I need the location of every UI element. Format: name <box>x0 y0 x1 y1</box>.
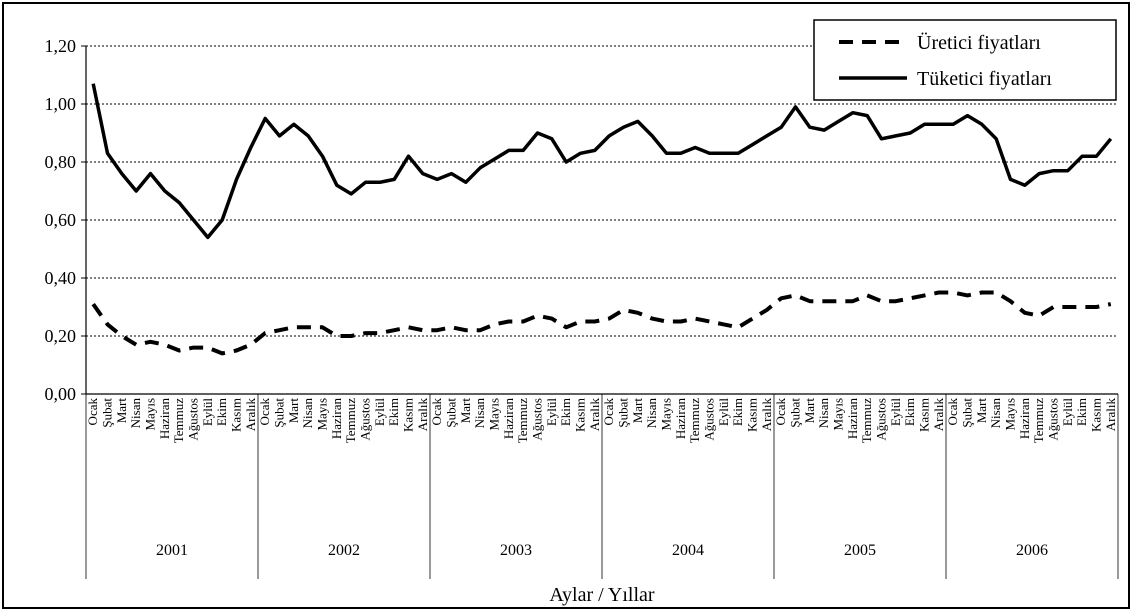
x-tick-label: Ekim <box>1074 398 1089 426</box>
x-tick-label: Mart <box>974 398 989 424</box>
y-tick-label: 0,20 <box>45 326 77 346</box>
year-labels: 2001 2002 2003 2004 2005 2006 <box>85 394 1119 579</box>
x-tick-label: Mart <box>458 398 473 424</box>
x-tick-label: Temmuz <box>687 398 702 444</box>
x-tick-label: Kasım <box>917 398 932 432</box>
x-tick-label: Ocak <box>85 398 100 426</box>
y-tick-label: 1,00 <box>45 94 77 114</box>
legend: Üretici fiyatları Tüketici fiyatları <box>813 19 1117 101</box>
x-tick-label: Ağustos <box>530 398 545 441</box>
x-tick-label: Şubat <box>960 398 975 428</box>
y-tick-label: 0,60 <box>45 210 77 230</box>
series-lines <box>91 83 1113 356</box>
year-label: 2005 <box>844 542 876 559</box>
x-tick-label: Haziran <box>673 398 688 440</box>
x-tick-label: Şubat <box>444 398 459 428</box>
x-tick-label: Temmuz <box>1031 398 1046 444</box>
year-label: 2004 <box>672 542 704 559</box>
x-tick-label: Nisan <box>644 398 659 429</box>
x-tick-label: Mart <box>286 398 301 424</box>
x-tick-label: Aralık <box>759 398 774 432</box>
x-tick-label: Mayıs <box>659 398 674 431</box>
x-tick-label: Nisan <box>816 398 831 429</box>
x-tick-label: Nisan <box>128 398 143 429</box>
x-tick-label: Ağustos <box>1046 398 1061 441</box>
x-tick-label: Ağustos <box>186 398 201 441</box>
x-tick-label: Aralık <box>931 398 946 432</box>
x-tick-label: Ocak <box>257 398 272 426</box>
x-tick-label: Eylül <box>544 398 559 427</box>
x-tick-label: Nisan <box>300 398 315 429</box>
x-tick-label: Kasım <box>573 398 588 432</box>
x-tick-label: Ekim <box>558 398 573 426</box>
x-tick-label: Haziran <box>845 398 860 440</box>
year-label: 2002 <box>328 542 360 559</box>
x-tick-label: Haziran <box>501 398 516 440</box>
x-axis-ticks: Ocak Şubat Mart Nisan Mayıs Haziran Temmuz Ağus… <box>85 398 1118 444</box>
x-tick-label: Ocak <box>601 398 616 426</box>
x-tick-label: Nisan <box>988 398 1003 429</box>
x-tick-label: Şubat <box>788 398 803 428</box>
y-axis-ticks: 0,00 0,20 0,40 0,60 0,80 1,00 1,20 <box>45 36 86 404</box>
x-tick-label: Kasım <box>401 398 416 432</box>
x-tick-label: Ağustos <box>874 398 889 441</box>
x-axis-title: Aylar / Yıllar <box>549 584 655 606</box>
x-tick-label: Ekim <box>902 398 917 426</box>
x-tick-label: Ağustos <box>702 398 717 441</box>
x-tick-label: Eylül <box>888 398 903 427</box>
line-chart: 0,000,200,400,600,801,001,20 Ocak Şubat Ma… <box>45 19 1119 606</box>
legend-label-producer: Üretici fiyatları <box>917 31 1041 54</box>
x-tick-label: Mayıs <box>831 398 846 431</box>
x-tick-label: Şubat <box>272 398 287 428</box>
x-tick-label: Aralık <box>1103 398 1118 432</box>
x-tick-label: Mart <box>802 398 817 424</box>
x-tick-label: Eylül <box>1060 398 1075 427</box>
x-tick-label: Ekim <box>214 398 229 426</box>
x-tick-label: Kasım <box>745 398 760 432</box>
x-tick-label: Mayıs <box>315 398 330 431</box>
x-tick-label: Ocak <box>773 398 788 426</box>
x-tick-label: Eylül <box>716 398 731 427</box>
legend-label-consumer: Tüketici fiyatları <box>917 68 1052 90</box>
x-tick-label: Ekim <box>386 398 401 426</box>
x-tick-label: Temmuz <box>515 398 530 444</box>
x-tick-label: Ağustos <box>358 398 373 441</box>
legend-box <box>813 19 1117 101</box>
x-tick-label: Eylül <box>372 398 387 427</box>
y-tick-label: 1,20 <box>45 36 77 56</box>
x-tick-label: Kasım <box>229 398 244 432</box>
x-tick-label: Aralık <box>587 398 602 432</box>
x-tick-label: Ekim <box>730 398 745 426</box>
x-tick-label: Eylül <box>200 398 215 427</box>
x-tick-label: Mart <box>630 398 645 424</box>
x-tick-label: Şubat <box>616 398 631 428</box>
x-tick-label: Ocak <box>945 398 960 426</box>
year-label: 2006 <box>1016 542 1048 559</box>
gridlines <box>86 45 1118 337</box>
x-tick-label: Haziran <box>157 398 172 440</box>
y-tick-label: 0,40 <box>45 268 77 288</box>
x-tick-label: Haziran <box>1017 398 1032 440</box>
x-tick-label: Nisan <box>472 398 487 429</box>
x-tick-label: Aralık <box>415 398 430 432</box>
x-tick-label: Ocak <box>429 398 444 426</box>
year-label: 2001 <box>156 542 188 559</box>
x-tick-label: Mayıs <box>487 398 502 431</box>
x-tick-label: Aralık <box>243 398 258 432</box>
x-tick-label: Temmuz <box>859 398 874 444</box>
y-tick-label: 0,80 <box>45 152 77 172</box>
x-tick-label: Mart <box>114 398 129 424</box>
x-tick-label: Haziran <box>329 398 344 440</box>
x-tick-label: Temmuz <box>343 398 358 444</box>
year-label: 2003 <box>500 542 532 559</box>
x-tick-label: Şubat <box>100 398 115 428</box>
x-tick-label: Mayıs <box>143 398 158 431</box>
x-tick-label: Mayıs <box>1003 398 1018 431</box>
series-line-consumer <box>91 83 1113 240</box>
x-tick-label: Kasım <box>1089 398 1104 432</box>
x-tick-label: Temmuz <box>171 398 186 444</box>
series-line-producer <box>91 290 1112 356</box>
y-tick-label: 0,00 <box>45 384 77 404</box>
